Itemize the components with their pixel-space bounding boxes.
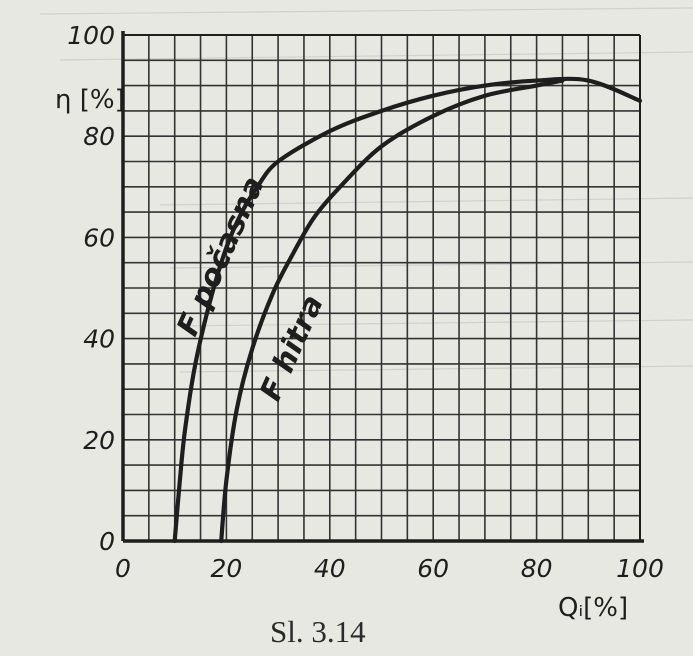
x-tick-label: 80 <box>521 554 553 583</box>
x-tick-label: 0 <box>115 554 131 583</box>
series-line-f-hitra <box>219 78 565 544</box>
series-lines <box>172 76 643 544</box>
y-tick-label: 20 <box>83 426 115 455</box>
y-tick-label: 80 <box>83 122 115 151</box>
y-tick-label: 60 <box>83 223 115 252</box>
chart-axes <box>121 31 644 543</box>
y-tick-label: 0 <box>99 527 115 556</box>
x-tick-label: 100 <box>616 554 664 583</box>
y-tick-label: 40 <box>83 325 115 354</box>
figure-caption: Sl. 3.14 <box>270 614 366 649</box>
x-axis-title: Qᵢ[%] <box>558 593 628 623</box>
y-axis-title: η [%] <box>55 85 125 115</box>
x-tick-label: 60 <box>417 554 449 583</box>
series-label-f-pocasna: F počasna <box>170 171 271 341</box>
tick-labels: 0 20 40 60 80 100 0 20 40 60 80 100 <box>67 21 664 583</box>
x-tick-label: 40 <box>314 554 346 583</box>
x-tick-label: 20 <box>210 554 242 583</box>
y-tick-label: 100 <box>67 21 115 50</box>
series-line-f-pocasna <box>172 76 643 544</box>
chart-grid <box>123 35 640 541</box>
